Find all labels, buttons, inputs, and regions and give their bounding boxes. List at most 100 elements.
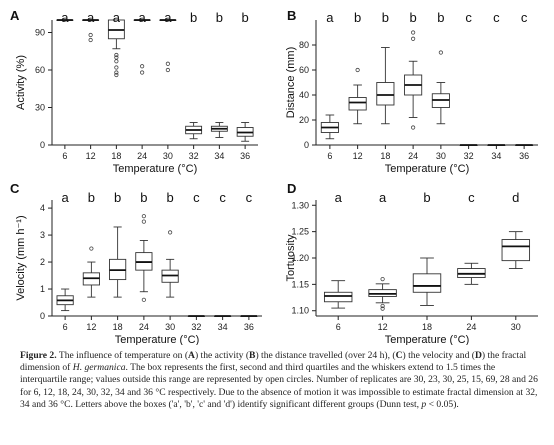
panel-letter: C (10, 181, 20, 196)
group-letter: b (88, 190, 95, 205)
outlier-point (141, 214, 146, 219)
outlier-point (355, 67, 360, 73)
caption-part: C (395, 350, 403, 361)
box-36: c (240, 190, 258, 317)
y-axis-title: Tortuosity (285, 234, 297, 282)
y-tick-label: 1 (40, 284, 45, 294)
box-iqr (376, 82, 395, 106)
box-6: a (56, 190, 74, 312)
y-tick-label: 30 (35, 103, 45, 113)
group-letter: a (87, 10, 95, 25)
outlier-point (114, 65, 119, 70)
panel-a: A 0 30 60 90 6 12 18 24 30 32 34 36 Temperature (°C) A… (10, 8, 258, 175)
outlier-point (380, 306, 385, 311)
y-tick-label: 40 (299, 90, 309, 100)
group-letter: b (167, 190, 174, 205)
box-34: b (210, 10, 228, 138)
box-6: a (320, 10, 339, 140)
caption-part: < 0.05). (426, 398, 459, 410)
caption-text: The influence of temperature on (A ) the … (20, 350, 538, 410)
group-letter: a (379, 190, 387, 205)
x-tick-label: 12 (353, 151, 363, 161)
x-tick-label: 32 (191, 322, 201, 332)
x-tick-label: 24 (139, 322, 149, 332)
group-letter: c (468, 190, 475, 205)
y-tick-label: 80 (299, 40, 309, 50)
outlier-point (140, 64, 145, 69)
y-tick-label: 0 (304, 140, 309, 150)
outlier-point (141, 297, 146, 302)
x-tick-label: 6 (62, 151, 67, 161)
x-tick-label: 12 (86, 322, 96, 332)
box-24: b (404, 10, 423, 130)
box-6: a (323, 190, 353, 309)
group-letter: a (335, 190, 343, 205)
outlier-point (165, 67, 170, 73)
outlier-point (114, 59, 119, 64)
box-24: c (457, 190, 486, 285)
box-iqr (412, 273, 442, 293)
x-tick-label: 36 (244, 322, 254, 332)
outlier-point (140, 70, 145, 75)
box-12: a (82, 10, 100, 43)
group-letter: a (62, 190, 70, 205)
box-32: b (185, 10, 203, 140)
y-axis-title: Activity (%) (15, 55, 27, 110)
outlier-point (168, 230, 173, 235)
outlier-point (114, 72, 119, 78)
x-tick-label: 24 (137, 151, 147, 161)
y-axis-title: Distance (mm) (285, 47, 297, 119)
x-axis-title: Temperature (°C) (115, 334, 199, 345)
x-tick-label: 36 (240, 151, 250, 161)
group-letter: c (193, 190, 200, 205)
box-24: b (135, 190, 153, 302)
x-tick-label: 32 (189, 151, 199, 161)
caption-part: . The box represents the first, second a… (20, 362, 538, 410)
box-32: c (187, 190, 205, 317)
caption-part: The influence of temperature on ( (56, 350, 189, 361)
y-tick-label: 90 (35, 28, 45, 38)
y-tick-label: 1.10 (291, 306, 309, 316)
box-18: b (109, 190, 127, 298)
x-axis-title: Temperature (°C) (385, 163, 469, 175)
x-tick-label: 36 (519, 151, 529, 161)
box-30: d (501, 190, 531, 269)
x-axis-title: Temperature (°C) (113, 163, 197, 175)
outlier-point (380, 276, 385, 282)
box-30: a (159, 10, 177, 73)
x-tick-label: 6 (63, 322, 68, 332)
y-tick-label: 60 (35, 65, 45, 75)
box-18: b (412, 190, 442, 306)
outlier-point (141, 219, 146, 224)
x-tick-label: 6 (336, 322, 341, 332)
caption-part: H. germanica (72, 362, 126, 374)
caption-part: ) the distance travelled (over 24 h), ( (255, 350, 396, 361)
group-letter: b (382, 10, 389, 25)
box-18: b (376, 10, 395, 125)
group-letter: a (139, 10, 147, 25)
box-24: a (133, 10, 151, 75)
box-36: c (515, 10, 534, 146)
group-letter: a (326, 10, 334, 25)
group-letter: b (437, 10, 444, 25)
x-tick-label: 24 (408, 151, 418, 161)
box-iqr (348, 97, 367, 111)
group-letter: c (465, 10, 472, 25)
caption-part: B (249, 350, 256, 361)
group-letter: d (512, 190, 519, 205)
group-letter: c (493, 10, 500, 25)
y-tick-label: 0 (40, 311, 45, 321)
x-tick-label: 6 (327, 151, 332, 161)
x-axis-title: Temperature (°C) (385, 334, 469, 345)
panel-letter: A (10, 8, 20, 23)
caption-part: A (188, 350, 195, 361)
x-tick-label: 32 (464, 151, 474, 161)
x-tick-label: 30 (511, 322, 521, 332)
group-letter: b (114, 190, 121, 205)
box-34: c (214, 190, 232, 317)
box-12: a (368, 190, 397, 311)
x-tick-label: 18 (422, 322, 432, 332)
x-tick-label: 30 (436, 151, 446, 161)
group-letter: c (521, 10, 528, 25)
